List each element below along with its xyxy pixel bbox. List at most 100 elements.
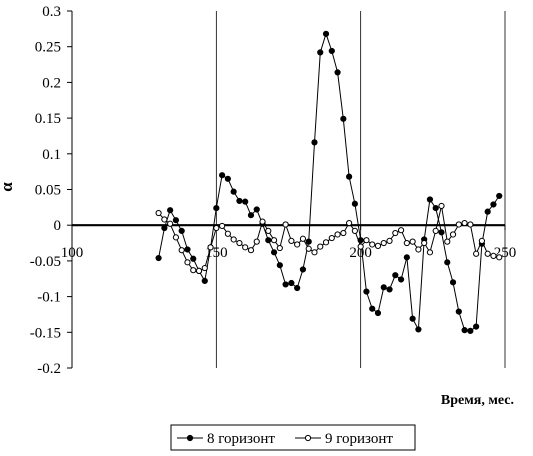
series-1-point <box>369 305 376 312</box>
series-2-point <box>322 239 330 246</box>
tick-labels: 0.3 0.25 0.2 0.15 0.1 0.05 0 -0.05 -0.1 -0.15 -0.2… <box>30 4 517 377</box>
series-2-point <box>386 237 393 245</box>
axes <box>67 10 506 369</box>
series-2-point <box>449 231 457 238</box>
series-1-point <box>363 288 370 295</box>
series-1-point <box>184 246 191 253</box>
series-2 <box>155 202 503 274</box>
series-1-point <box>374 309 382 317</box>
series-1-point <box>484 208 491 215</box>
series-2-point <box>184 259 191 266</box>
series-2-point <box>224 230 231 237</box>
series-2-point <box>167 220 174 227</box>
series-2-point <box>369 241 376 248</box>
series-1-line <box>158 32 500 332</box>
legend: 8 горизонт 9 горизонт <box>170 424 416 451</box>
series-1-point <box>294 284 301 292</box>
series-1-point <box>426 196 434 203</box>
series-1-point <box>247 212 255 219</box>
series-1-point <box>340 115 347 122</box>
series-layer <box>155 30 503 334</box>
series-2-point <box>357 243 364 250</box>
series-1-point <box>270 249 278 256</box>
series-2-point <box>392 229 399 237</box>
series-2-point <box>490 252 497 260</box>
series-1-point <box>346 173 353 180</box>
series-2-point <box>374 242 382 250</box>
y-tick-label-1: 0.25 <box>35 40 61 56</box>
series-1-point <box>213 204 220 212</box>
y-tick-label-6: 0 <box>54 218 62 234</box>
y-tick-label-9: -0.15 <box>30 325 61 341</box>
series-1-point <box>397 276 405 283</box>
series-2-point <box>299 235 307 242</box>
grid <box>215 11 506 368</box>
series-1-point <box>288 279 295 287</box>
series-1-point <box>201 277 208 284</box>
x-tick-label-2: 200 <box>349 245 372 261</box>
series-1-point <box>496 192 503 200</box>
series-1-point <box>172 217 180 224</box>
y-tick-label-5: 0.05 <box>35 183 61 199</box>
series-1-point <box>328 47 335 55</box>
series-1-point <box>305 238 312 245</box>
series-2-point <box>155 209 162 217</box>
series-2-point <box>172 234 180 241</box>
series-1-point <box>467 327 474 334</box>
series-1-point <box>299 266 307 273</box>
series-1-point <box>242 198 249 205</box>
series-2-point <box>478 237 486 245</box>
legend-label-series-2: 9 горизонт <box>325 431 393 447</box>
series-2-point <box>334 231 341 238</box>
series-2-point <box>317 243 324 250</box>
series-1-point <box>161 224 168 232</box>
series-2-point <box>253 238 260 245</box>
series-2-point <box>259 218 266 225</box>
y-axis-label: α <box>0 182 16 192</box>
series-1-point <box>415 326 422 333</box>
series-2-point <box>496 254 503 261</box>
series-2-point <box>219 222 226 230</box>
series-2-point <box>276 244 283 252</box>
series-1-point <box>461 327 468 334</box>
series-2-point <box>421 239 428 247</box>
x-tick-label-0: 100 <box>61 245 84 261</box>
series-1-point <box>230 188 237 195</box>
series-1-point <box>386 286 393 293</box>
series-1-point <box>473 323 480 330</box>
series-2-point <box>247 247 255 254</box>
series-1-point <box>322 30 330 37</box>
series-1-point <box>311 139 318 146</box>
series-2-point <box>311 249 318 256</box>
series-2-point <box>403 239 410 247</box>
series-1-point <box>190 255 197 262</box>
series-2-point <box>426 249 434 256</box>
x-axis-label: Время, мес. <box>441 393 514 408</box>
series-2-point <box>346 219 353 227</box>
series-2-point <box>432 227 439 235</box>
y-tick-label-2: 0.2 <box>42 75 61 91</box>
series-1-point <box>438 229 445 236</box>
series-2-point <box>190 267 197 274</box>
series-1-point <box>409 315 416 322</box>
series-2-point <box>351 227 358 235</box>
series-2-point <box>305 245 312 252</box>
series-2-point <box>363 237 370 244</box>
series-2-point <box>415 246 422 253</box>
series-2-point <box>201 264 208 272</box>
legend-box <box>170 424 416 451</box>
y-tick-label-3: 0.15 <box>35 111 61 127</box>
series-2-point <box>380 239 387 247</box>
series-1-point <box>219 172 226 179</box>
series-1-point <box>403 254 410 261</box>
series-1-point <box>380 284 387 291</box>
y-tick-label-0: 0.3 <box>42 4 61 20</box>
series-2-point <box>236 239 243 247</box>
series-2-point <box>230 236 237 243</box>
series-1-point <box>490 201 497 208</box>
series-2-point <box>397 227 405 234</box>
series-2-line <box>158 205 500 272</box>
y-tick-label-8: -0.1 <box>37 290 61 306</box>
series-1-point <box>317 49 324 56</box>
